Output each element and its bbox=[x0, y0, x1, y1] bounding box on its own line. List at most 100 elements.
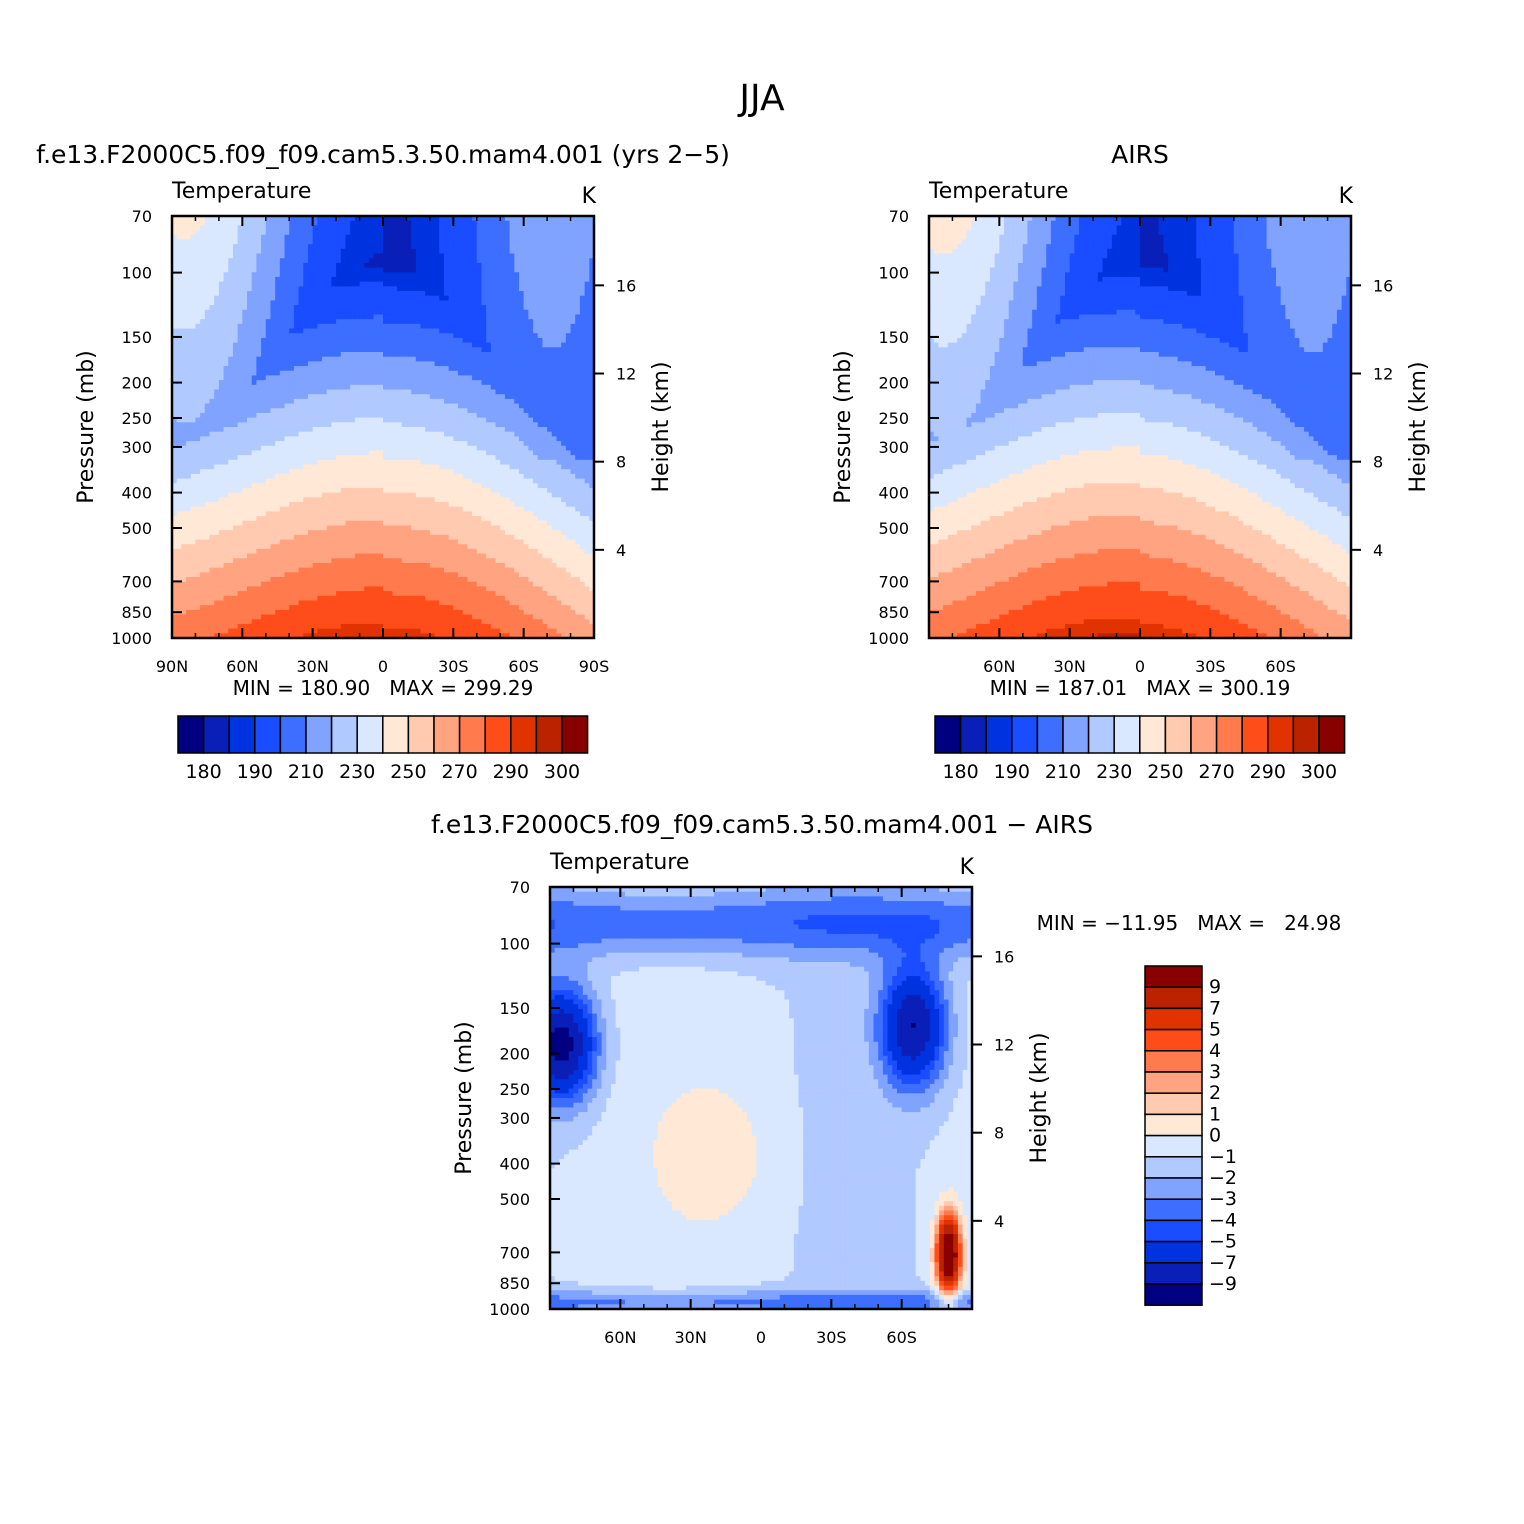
field-cell bbox=[289, 230, 295, 236]
field-cell bbox=[373, 244, 379, 250]
field-cell bbox=[289, 248, 295, 255]
field-cell bbox=[340, 281, 347, 287]
field-cell bbox=[378, 234, 384, 241]
field-cell bbox=[204, 295, 211, 301]
field-cell bbox=[307, 314, 314, 320]
field-cell bbox=[350, 220, 356, 226]
field-cell bbox=[237, 520, 243, 527]
field-cell bbox=[378, 408, 384, 414]
field-cell bbox=[251, 323, 257, 330]
field-cell bbox=[275, 239, 281, 245]
field-cell bbox=[200, 323, 206, 330]
field-cell bbox=[378, 623, 384, 630]
field-cell bbox=[261, 244, 267, 250]
field-cell bbox=[420, 605, 426, 611]
field-cell bbox=[303, 258, 309, 264]
field-cell bbox=[392, 356, 398, 362]
field-cell bbox=[373, 234, 379, 241]
field-cell bbox=[331, 337, 337, 344]
field-cell bbox=[176, 314, 182, 320]
field-cell bbox=[237, 605, 243, 611]
field-cell bbox=[415, 291, 422, 297]
field-cell bbox=[425, 244, 431, 250]
field-cell bbox=[256, 309, 262, 316]
field-cell bbox=[401, 267, 408, 273]
field-cell bbox=[293, 628, 300, 634]
field-cell bbox=[406, 591, 412, 597]
field-cell bbox=[265, 478, 272, 484]
field-cell bbox=[214, 333, 220, 339]
field-cell bbox=[218, 534, 225, 541]
field-cell bbox=[359, 609, 365, 616]
field-cell bbox=[298, 248, 304, 255]
field-cell bbox=[392, 230, 398, 236]
field-cell bbox=[284, 234, 290, 241]
field-cell bbox=[228, 370, 234, 377]
field-cell bbox=[275, 323, 281, 330]
field-cell bbox=[397, 497, 403, 503]
field-cell bbox=[256, 591, 262, 597]
field-cell bbox=[312, 347, 318, 353]
field-cell bbox=[261, 572, 267, 578]
field-cell bbox=[387, 614, 393, 620]
field-cell bbox=[228, 398, 234, 405]
field-cell bbox=[411, 230, 417, 236]
field-cell bbox=[387, 562, 393, 569]
field-cell bbox=[251, 305, 257, 311]
field-cell bbox=[354, 356, 361, 362]
field-cell bbox=[200, 234, 206, 241]
field-cell bbox=[378, 262, 384, 269]
field-cell bbox=[350, 502, 356, 508]
field-cell bbox=[190, 445, 197, 452]
field-cell bbox=[331, 534, 337, 541]
field-cell bbox=[265, 567, 272, 573]
field-cell bbox=[256, 544, 262, 550]
field-cell bbox=[411, 572, 417, 578]
field-cell bbox=[172, 295, 178, 301]
field-cell bbox=[425, 525, 431, 531]
field-cell bbox=[247, 403, 253, 409]
field-cell bbox=[354, 225, 361, 231]
field-cell bbox=[331, 309, 337, 316]
field-cell bbox=[265, 534, 272, 541]
field-cell bbox=[307, 291, 314, 297]
field-cell bbox=[293, 539, 300, 545]
field-cell bbox=[303, 267, 309, 273]
field-cell bbox=[336, 337, 342, 344]
field-cell bbox=[322, 445, 328, 452]
field-cell bbox=[214, 520, 220, 527]
field-cell bbox=[265, 502, 272, 508]
field-cell bbox=[359, 230, 365, 236]
field-cell bbox=[176, 412, 182, 419]
field-cell bbox=[415, 394, 422, 400]
field-cell bbox=[265, 216, 272, 222]
field-cell bbox=[176, 244, 182, 250]
field-cell bbox=[242, 408, 248, 414]
field-cell bbox=[373, 633, 379, 638]
field-cell bbox=[350, 520, 356, 527]
field-cell bbox=[322, 258, 328, 264]
field-cell bbox=[401, 394, 408, 400]
field-cell bbox=[415, 380, 422, 386]
field-cell bbox=[279, 286, 286, 292]
field-cell bbox=[411, 614, 417, 620]
field-cell bbox=[406, 497, 412, 503]
field-cell bbox=[397, 220, 403, 226]
field-cell bbox=[312, 366, 318, 372]
field-cell bbox=[322, 628, 328, 634]
field-cell bbox=[401, 586, 408, 592]
field-cell bbox=[415, 459, 422, 466]
field-cell bbox=[420, 262, 426, 269]
field-cell bbox=[383, 548, 389, 555]
field-cell bbox=[195, 225, 201, 231]
field-cell bbox=[237, 548, 243, 555]
field-cell bbox=[429, 220, 436, 226]
field-cell bbox=[242, 398, 248, 405]
field-cell bbox=[359, 220, 365, 226]
field-cell bbox=[181, 441, 187, 447]
field-cell bbox=[387, 548, 393, 555]
field-cell bbox=[195, 623, 201, 630]
field-cell bbox=[373, 361, 379, 367]
field-cell bbox=[359, 572, 365, 578]
field-cell bbox=[425, 464, 431, 470]
